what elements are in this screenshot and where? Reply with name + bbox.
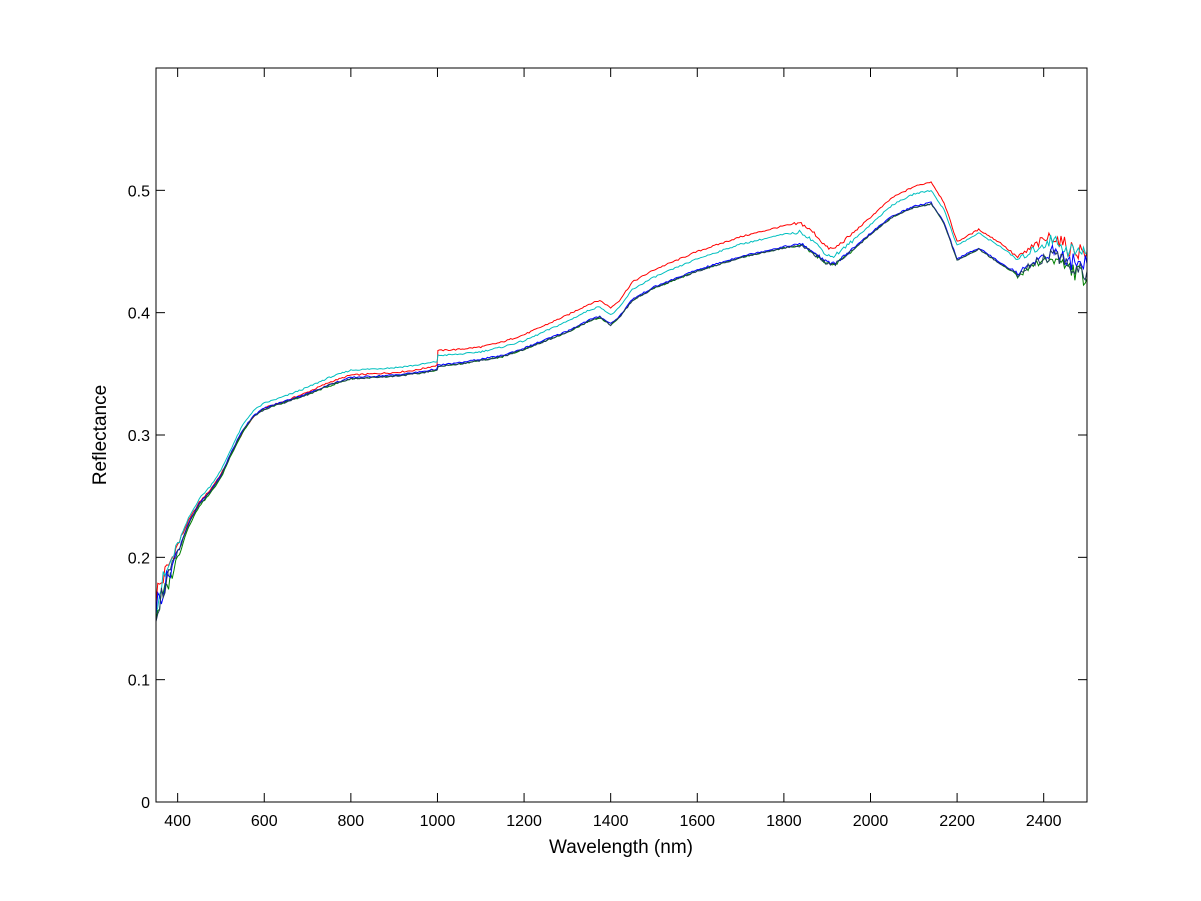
x-tick-label: 2000 [853,813,889,830]
y-tick-label: 0.3 [128,428,150,445]
x-tick-label: 400 [164,813,191,830]
series-line-2 [155,189,1088,615]
x-tick-label: 1600 [679,813,715,830]
series-layer [155,181,1088,622]
x-axis-label: Wavelength (nm) [549,837,693,858]
series-line-5 [155,202,1088,622]
y-tick-label: 0.1 [128,673,150,690]
x-tick-label: 1000 [420,813,456,830]
x-tick-label: 2400 [1026,813,1062,830]
y-axis-label: Reflectance [90,385,111,485]
x-tick-label: 2200 [939,813,975,830]
series-line-1 [155,181,1088,604]
plot-frame [155,67,1088,803]
x-tick-label: 1400 [593,813,629,830]
y-tick-label: 0 [141,795,150,812]
y-tick-label: 0.5 [128,183,150,200]
x-tick-label: 1800 [766,813,802,830]
x-tick-label: 800 [338,813,365,830]
x-tick-label: 1200 [506,813,542,830]
y-tick-label: 0.2 [128,550,150,567]
ticks-layer: 400 600 800 1000 1200 1400 1600 1800 2000 2200 240… [128,68,1087,830]
x-tick-label: 600 [251,813,278,830]
y-tick-label: 0.4 [128,306,150,323]
